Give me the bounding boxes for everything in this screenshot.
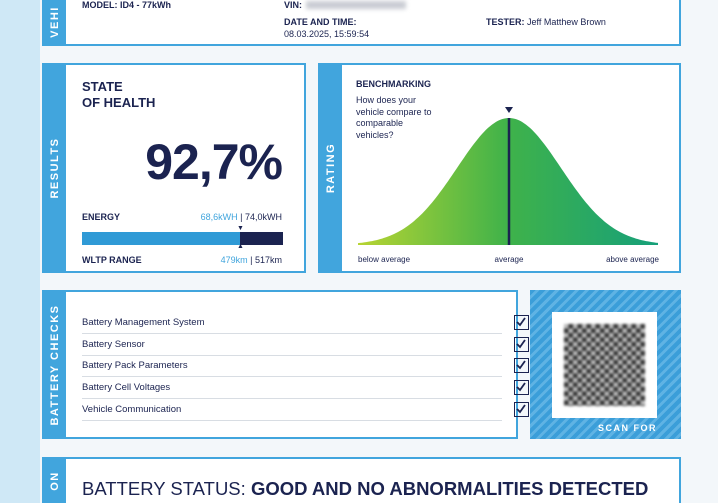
checkbox <box>514 380 529 396</box>
results-panel: RESULTS STATE OF HEALTH 92,7% ENERGY 68,… <box>42 63 306 273</box>
section-strip: ON <box>44 459 66 503</box>
bench-title: BENCHMARKING <box>356 79 431 89</box>
check-row: Battery Sensor <box>82 334 529 356</box>
status-result: GOOD AND NO ABNORMALITIES DETECTED <box>250 478 649 499</box>
checkbox <box>514 336 529 352</box>
energy-total: | 74,0kWH <box>240 212 282 222</box>
checkbox <box>514 401 529 417</box>
status-panel: ON BATTERY STATUS: GOOD AND NO ABNORMALI… <box>42 457 681 503</box>
model: MODEL: ID4 - 77kWh <box>82 0 172 10</box>
soh-value: 92,7% <box>145 134 283 190</box>
checks-panel: BATTERY CHECKS Battery Management System… <box>42 290 529 439</box>
section-strip: VEHI <box>44 0 66 44</box>
qr-code <box>564 324 645 406</box>
energy-current: 68,6kWH <box>200 212 238 222</box>
check-row: Battery Management System <box>82 312 529 334</box>
vin-blurred <box>306 1 406 9</box>
section-strip: RESULTS <box>44 65 66 271</box>
status-label: BATTERY STATUS: <box>82 478 246 499</box>
section-strip: RATING <box>320 65 342 271</box>
range-label: WLTP RANGE <box>82 255 142 265</box>
bell-curve <box>358 107 658 245</box>
section-strip: BATTERY CHECKS <box>44 292 66 437</box>
energy-bar <box>82 232 240 245</box>
date: 08.03.2025, 15:59:54 <box>284 29 370 39</box>
soh-title: STATE <box>82 79 123 94</box>
date-label: DATE AND TIME: <box>284 17 357 27</box>
section-label: RESULTS <box>49 137 61 199</box>
above-label: above average <box>606 255 659 264</box>
check-row: Battery Pack Parameters <box>82 355 529 378</box>
checkbox <box>514 315 529 330</box>
scan-label: SCAN FOR <box>598 423 657 433</box>
marker: ▼ <box>237 225 244 232</box>
tester: TESTER: Jeff Matthew Brown <box>486 17 606 27</box>
vin-label: VIN: <box>284 0 302 10</box>
range-total: | 517km <box>250 255 282 265</box>
section-label: VEHI <box>49 6 61 39</box>
energy-bar-rest <box>240 232 283 245</box>
energy-label: ENERGY <box>82 212 121 222</box>
marker: ▲ <box>237 243 244 250</box>
average-label: average <box>494 255 524 264</box>
range-current: 479km <box>220 255 248 265</box>
section-label: ON <box>49 471 61 492</box>
bench-question: How does your vehicle compare to compara… <box>356 95 432 140</box>
qr-panel: SCAN FOR DETAILS <box>530 290 681 439</box>
side-band <box>0 0 40 503</box>
section-label: BATTERY CHECKS <box>49 303 61 426</box>
check-item: Battery Pack Parameters <box>82 360 188 372</box>
checkbox <box>514 358 529 374</box>
marker <box>505 107 513 113</box>
check-item: Vehicle Communication <box>82 403 182 415</box>
check-row: Vehicle Communication <box>82 399 529 421</box>
details-label: DETAILS <box>646 349 656 398</box>
qr-frame <box>552 312 657 418</box>
check-item: Battery Management System <box>82 317 205 328</box>
check-item: Battery Cell Voltages <box>82 382 171 394</box>
tester-name: Jeff Matthew Brown <box>527 17 606 27</box>
check-row: Battery Cell Voltages <box>82 377 529 400</box>
rating-panel: RATING BENCHMARKING How does your vehicl… <box>318 63 681 273</box>
check-item: Battery Sensor <box>82 338 145 350</box>
below-label: below average <box>358 255 411 264</box>
vehicle-panel: VEHI MODEL: ID4 - 77kWh VIN: DATE AND TI… <box>42 0 681 46</box>
soh-title: OF HEALTH <box>82 95 156 110</box>
tester-label: TESTER: <box>486 17 525 27</box>
